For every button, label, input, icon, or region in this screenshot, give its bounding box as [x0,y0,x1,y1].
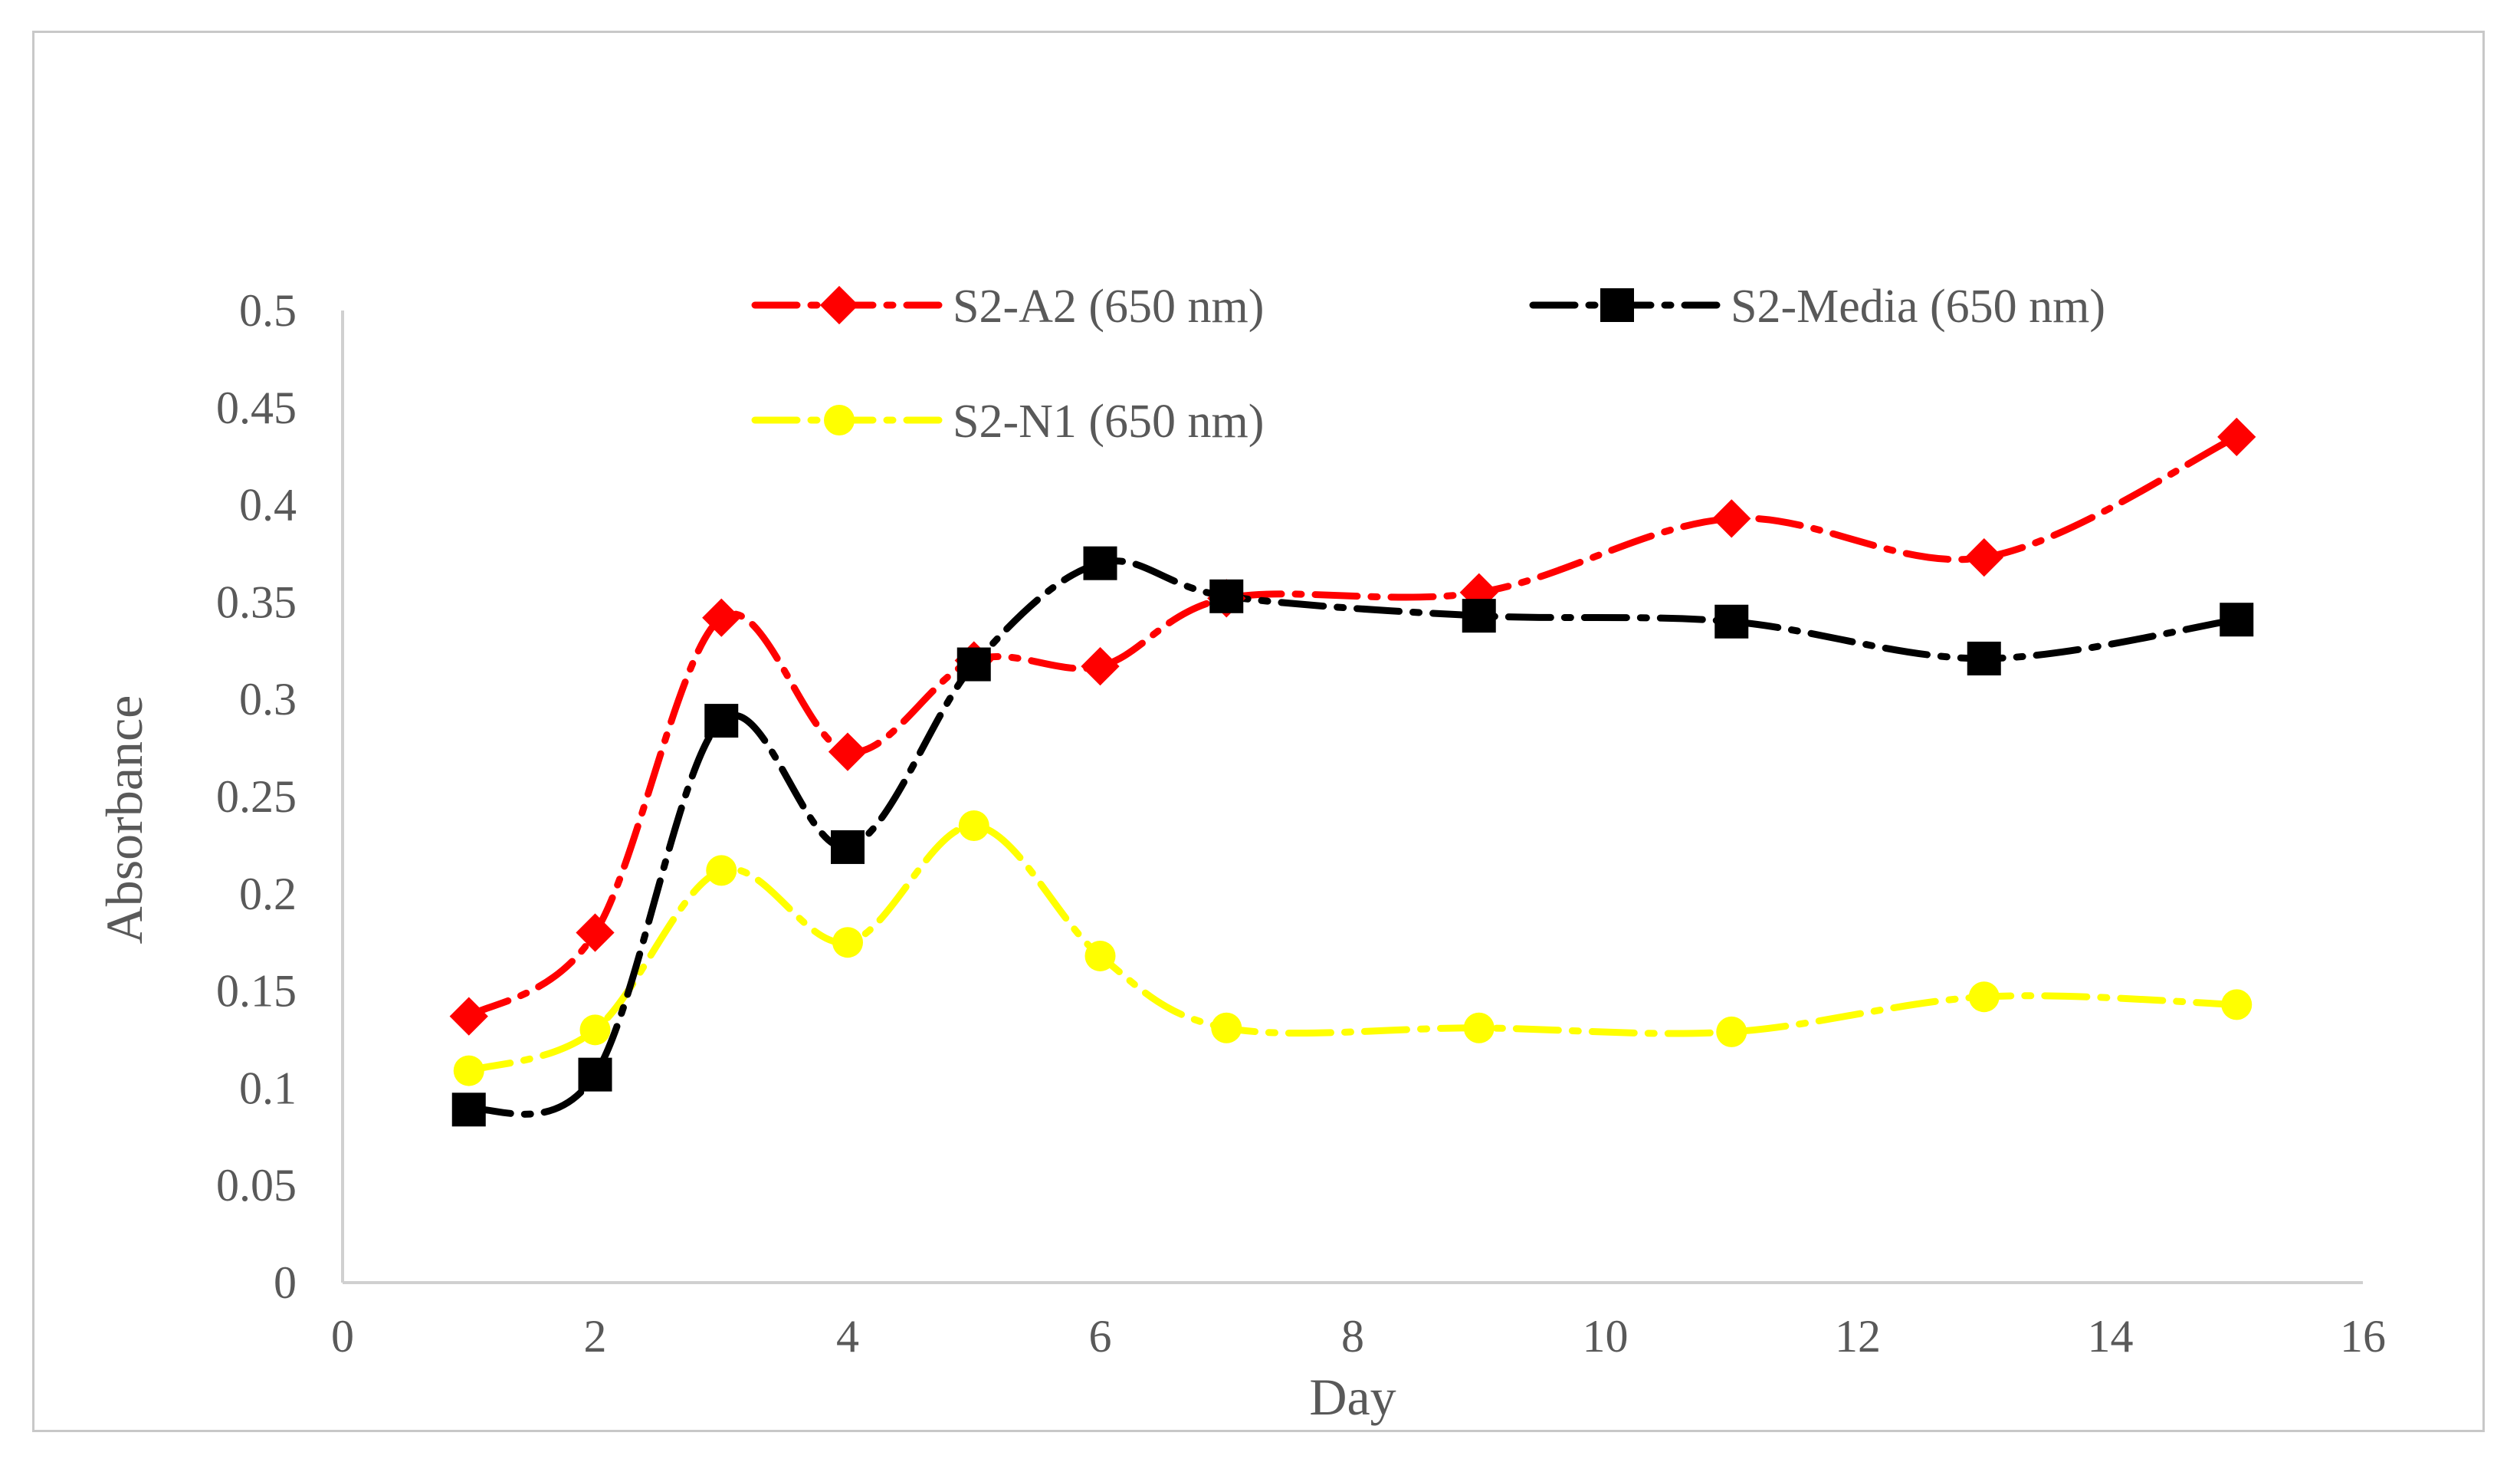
data-point-diamond [1964,537,2003,577]
y-tick-label: 0.2 [239,869,297,919]
y-tick-label: 0.05 [216,1160,297,1211]
y-tick-label: 0.1 [239,1063,297,1113]
y-axis-title: Absorbance [95,695,153,945]
y-tick-label: 0 [274,1257,297,1308]
data-point-square [2220,603,2254,637]
legend-label: S2-N1 (650 nm) [953,396,1264,448]
data-point-circle [706,855,737,886]
data-point-circle [1716,1016,1747,1047]
axes: 0 0.05 0.1 0.15 0.2 0.25 0.3 0.35 0.4 0.45 0.5 0 2 4 6… [216,285,2386,1362]
x-axis-title: Day [1309,1368,1396,1426]
data-point-diamond [2217,417,2256,456]
x-tick-label: 16 [2340,1311,2386,1362]
data-point-square [704,704,739,738]
series-lines [465,433,2240,1118]
data-point-square [956,647,991,682]
x-tick-label: 2 [584,1311,607,1362]
legend: S2-A2 (650 nm) S2-Media (650 nm) S2-N1 (65… [751,281,2105,448]
data-point-diamond [449,997,488,1036]
data-point-square [1462,599,1496,633]
data-point-circle [2221,989,2253,1020]
data-point-diamond [1712,499,1751,538]
data-point-diamond [702,598,741,637]
data-point-square [1209,579,1244,613]
x-tick-label: 0 [331,1311,354,1362]
series-line-0 [465,433,2240,1020]
data-point-square [1083,546,1117,580]
x-tick-label: 8 [1341,1311,1364,1362]
legend-label: S2-A2 (650 nm) [953,281,1264,333]
x-tick-label: 4 [836,1311,859,1362]
y-tick-label: 0.45 [216,383,297,433]
data-point-circle [1084,940,1116,971]
legend-marker-diamond [819,285,859,325]
y-tick-label: 0.25 [216,771,297,822]
data-point-diamond [828,732,868,771]
data-point-circle [1211,1012,1242,1043]
y-tick-label: 0.15 [216,966,297,1017]
x-tick-label: 6 [1089,1311,1112,1362]
y-tick-label: 0.4 [239,480,297,531]
legend-marker-square [1600,288,1634,322]
x-tick-label: 12 [1835,1311,1881,1362]
data-point-circle [1463,1012,1495,1043]
series-line-2 [465,822,2240,1075]
y-tick-label: 0.3 [239,674,297,724]
x-tick-label: 10 [1583,1311,1629,1362]
data-point-circle [579,1014,611,1046]
data-point-square [1967,641,2001,675]
data-point-square [451,1092,486,1127]
y-tick-label: 0.35 [216,577,297,627]
data-point-circle [1968,981,2000,1013]
x-tick-label: 14 [2088,1311,2134,1362]
data-point-square [1714,604,1749,639]
series-markers [449,417,2256,1127]
data-point-circle [832,927,863,958]
y-tick-label: 0.5 [239,285,297,336]
legend-label: S2-Media (650 nm) [1731,281,2105,333]
chart-frame [32,31,2485,1432]
data-point-square [578,1057,612,1092]
data-point-circle [958,810,989,842]
data-point-square [831,830,865,864]
legend-marker-circle [824,405,855,435]
data-point-circle [453,1055,484,1086]
data-point-diamond [1081,646,1120,686]
data-point-diamond [576,913,615,952]
